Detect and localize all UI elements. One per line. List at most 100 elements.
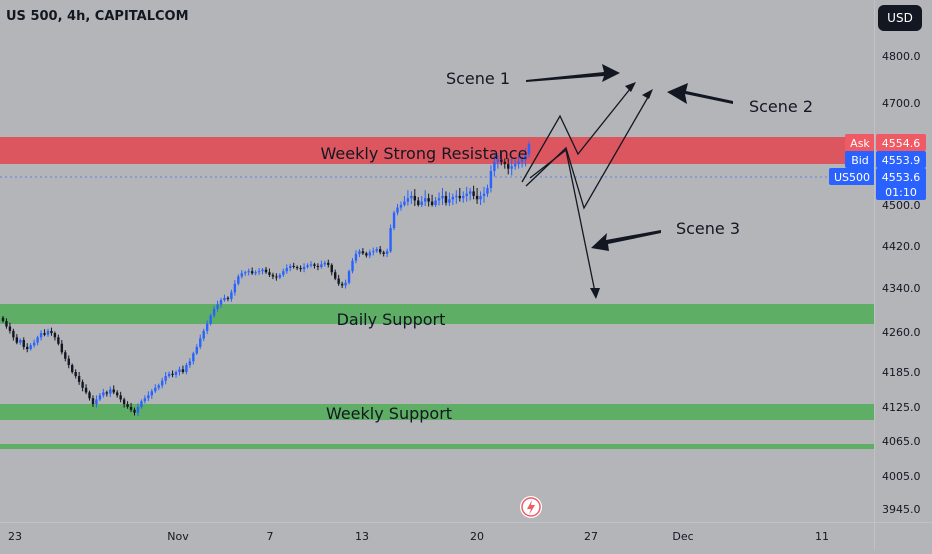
candle bbox=[507, 158, 510, 175]
candle bbox=[212, 306, 216, 318]
x-tick-label: 20 bbox=[470, 530, 484, 543]
candle bbox=[334, 269, 337, 281]
candle bbox=[271, 272, 275, 280]
price-tag-value: 4553.9 bbox=[882, 154, 921, 167]
support-zone bbox=[0, 304, 874, 324]
candle-body bbox=[181, 369, 185, 372]
y-tick-label: 4125.0 bbox=[882, 401, 921, 414]
support-line bbox=[0, 444, 874, 449]
candle bbox=[46, 328, 50, 337]
candle-body bbox=[347, 271, 351, 283]
candle-body bbox=[361, 251, 365, 254]
candle bbox=[77, 372, 81, 385]
candle-body bbox=[486, 187, 489, 194]
price-tag-value-bg bbox=[876, 134, 926, 151]
candle-body bbox=[320, 264, 323, 267]
candle bbox=[257, 268, 261, 275]
candle-body bbox=[50, 330, 53, 334]
candle-body bbox=[462, 195, 465, 199]
candle bbox=[437, 192, 441, 206]
candle-body bbox=[147, 395, 150, 399]
candle-body bbox=[240, 273, 243, 277]
candle bbox=[250, 267, 254, 275]
candle bbox=[475, 187, 479, 204]
candle-body bbox=[174, 372, 178, 375]
candle-body bbox=[365, 253, 368, 256]
candle bbox=[396, 203, 399, 216]
candle bbox=[285, 264, 288, 274]
candle-body bbox=[209, 315, 212, 324]
candle-body bbox=[510, 166, 513, 169]
candle bbox=[330, 263, 333, 276]
candle bbox=[199, 334, 202, 350]
annotation-scene-3: Scene 3 bbox=[676, 219, 740, 238]
candle bbox=[299, 265, 302, 272]
candle-body bbox=[437, 198, 441, 201]
candle bbox=[430, 194, 434, 207]
candle-body bbox=[396, 207, 399, 213]
candle bbox=[482, 186, 486, 203]
candle bbox=[392, 210, 396, 231]
candle-body bbox=[493, 161, 496, 171]
candle-body bbox=[15, 337, 19, 343]
candle-body bbox=[226, 297, 230, 299]
x-tick-label: 27 bbox=[584, 530, 598, 543]
annotation-scene-1: Scene 1 bbox=[446, 69, 510, 88]
candle bbox=[275, 273, 278, 281]
candle bbox=[26, 343, 29, 353]
candle-body bbox=[372, 251, 375, 253]
candle bbox=[71, 363, 74, 374]
candle bbox=[178, 366, 181, 376]
price-tag-label: Bid bbox=[851, 154, 869, 167]
candle bbox=[268, 268, 271, 277]
candle-body bbox=[192, 353, 195, 362]
candle-body bbox=[351, 260, 354, 272]
candle-body bbox=[413, 195, 417, 201]
scene-1-arrow bbox=[526, 64, 620, 82]
candle-body bbox=[513, 164, 517, 167]
candle-body bbox=[313, 264, 316, 266]
candle bbox=[136, 403, 140, 417]
candle-body bbox=[264, 269, 268, 273]
price-tag-value-bg bbox=[876, 151, 926, 168]
candle-body bbox=[136, 407, 140, 413]
x-tick-label: Nov bbox=[167, 530, 189, 543]
candle bbox=[67, 355, 70, 369]
candle bbox=[451, 193, 455, 205]
currency-button[interactable]: USD bbox=[878, 5, 922, 31]
candle-body bbox=[420, 201, 423, 205]
candle-body bbox=[434, 200, 437, 205]
candle bbox=[195, 344, 198, 355]
candle-body bbox=[309, 264, 313, 266]
candle-body bbox=[202, 330, 205, 339]
x-tick-label: Dec bbox=[672, 530, 693, 543]
candle bbox=[399, 201, 403, 211]
candle bbox=[244, 270, 247, 276]
candle bbox=[5, 318, 8, 329]
candle bbox=[261, 268, 264, 275]
candle bbox=[171, 370, 174, 378]
candle-body bbox=[340, 283, 344, 286]
candle-body bbox=[133, 409, 136, 413]
candle bbox=[216, 300, 219, 312]
scene-path-1-arrowhead bbox=[625, 82, 636, 92]
candle-body bbox=[205, 323, 209, 331]
candle bbox=[486, 184, 489, 198]
candle-body bbox=[95, 399, 98, 405]
zone-label: Weekly Strong Resistance bbox=[321, 144, 528, 163]
y-tick-label: 4185.0 bbox=[882, 366, 921, 379]
candle-body bbox=[323, 262, 327, 265]
candle-body bbox=[337, 278, 340, 284]
candle bbox=[64, 350, 67, 362]
candle-body bbox=[12, 330, 15, 338]
zone-label: Daily Support bbox=[337, 310, 446, 329]
candle bbox=[382, 250, 385, 257]
candle-body bbox=[185, 365, 188, 372]
candle bbox=[493, 153, 496, 177]
candle-body bbox=[496, 159, 500, 162]
candle-body bbox=[417, 200, 420, 205]
candle-body bbox=[122, 399, 126, 405]
candle bbox=[202, 328, 205, 342]
